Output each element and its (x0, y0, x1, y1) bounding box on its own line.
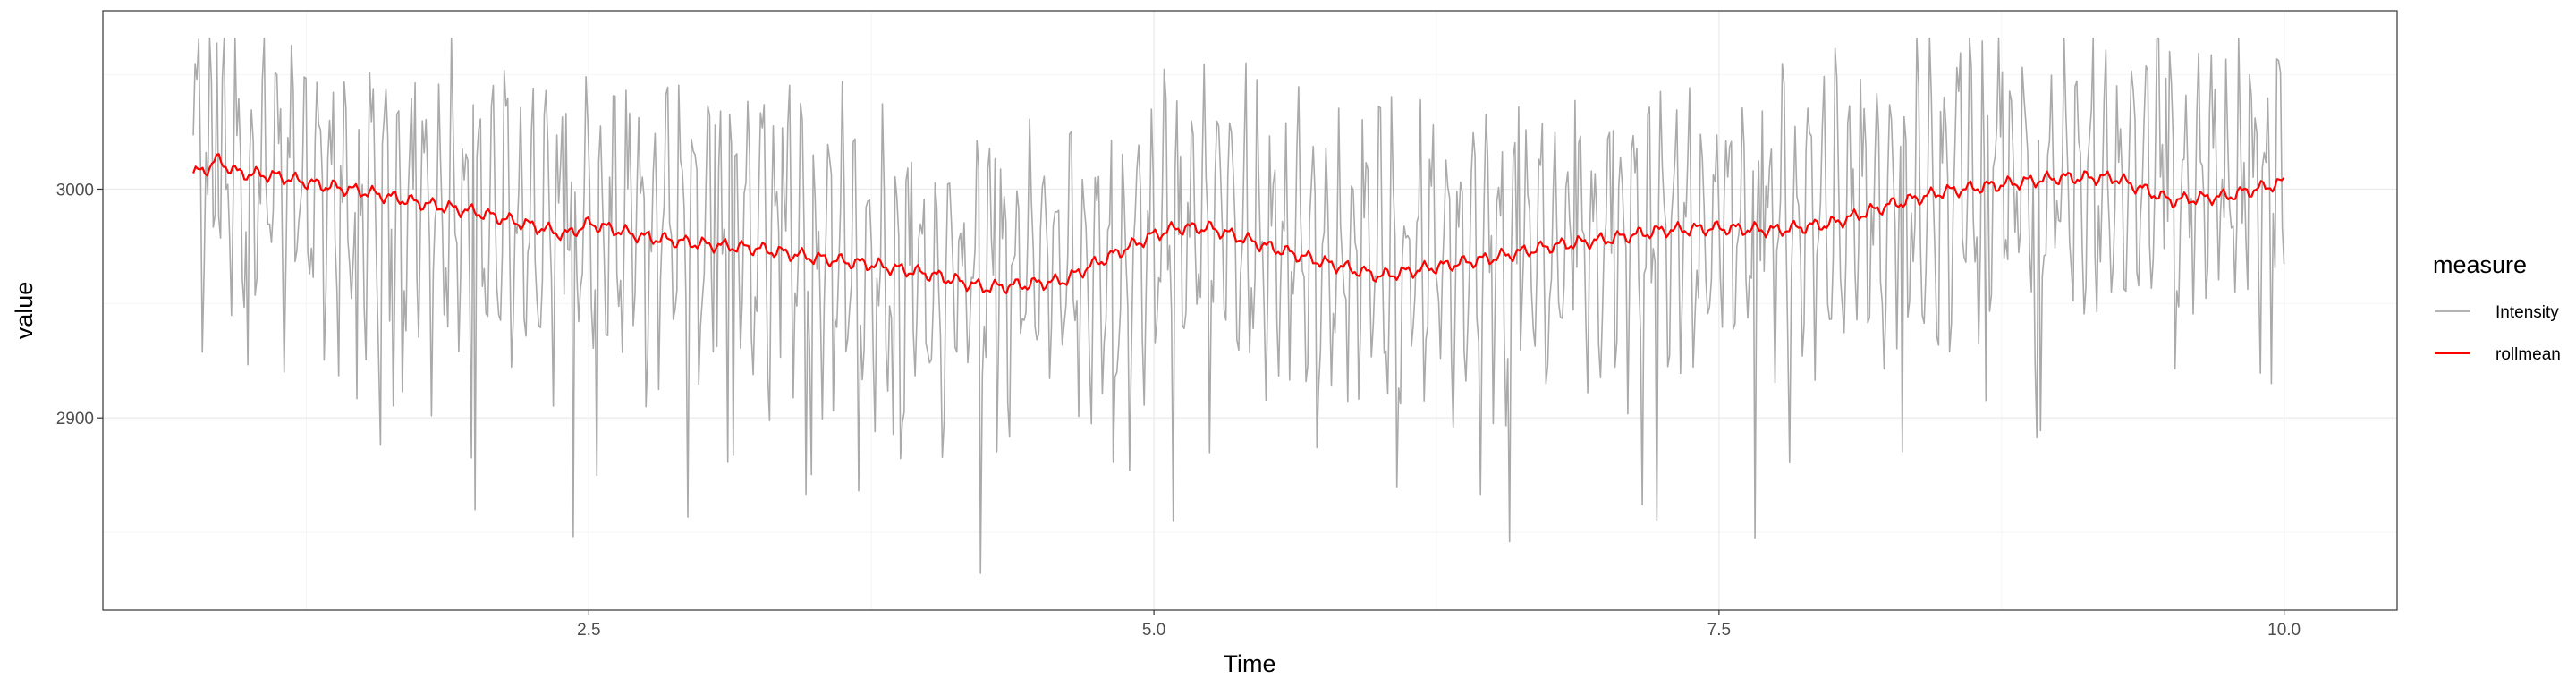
x-tick-label: 2.5 (577, 621, 600, 640)
rollmean-series-line (192, 153, 2285, 294)
legend-label-intensity: Intensity (2496, 303, 2559, 322)
major-gridlines (103, 11, 2397, 610)
x-tick-label: 7.5 (1707, 621, 1731, 640)
legend-title: measure (2433, 251, 2527, 278)
y-tick-label: 3000 (56, 181, 94, 199)
series-layer (192, 37, 2285, 574)
x-tick-label: 5.0 (1142, 621, 1165, 640)
y-axis-title: value (11, 282, 38, 340)
x-axis-title: Time (1224, 650, 1276, 677)
y-axis-ticks: 2900 3000 (56, 181, 103, 428)
legend: measure Intensity rollmean (2433, 251, 2561, 364)
minor-gridlines (103, 11, 2397, 610)
x-tick-label: 10.0 (2267, 621, 2301, 640)
intensity-series-line (192, 37, 2285, 574)
x-axis-ticks: 2.5 5.0 7.5 10.0 (577, 610, 2301, 640)
y-tick-label: 2900 (56, 410, 94, 428)
panel-border (102, 10, 2398, 611)
legend-label-rollmean: rollmean (2496, 345, 2561, 364)
